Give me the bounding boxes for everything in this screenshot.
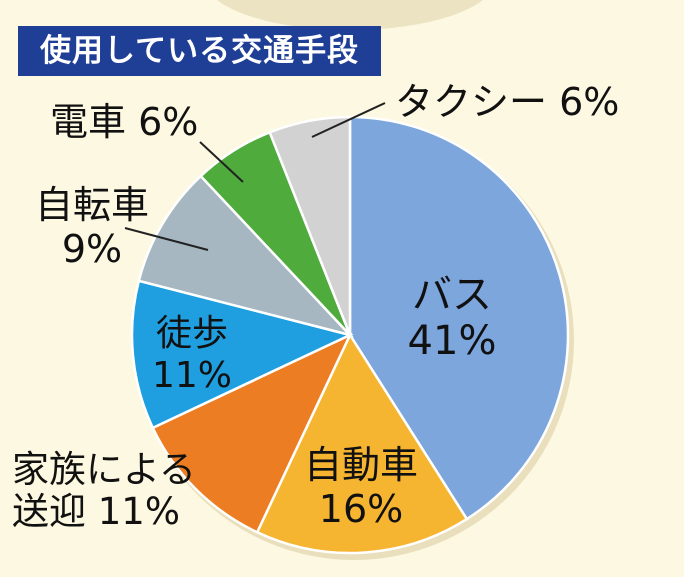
slice-label-6: タクシー 6% bbox=[395, 80, 619, 124]
slice-label-1: 自動車 16% bbox=[304, 443, 418, 531]
leader-line-6 bbox=[311, 102, 386, 138]
pie-slice-3 bbox=[130, 279, 354, 430]
pie-slice-6 bbox=[268, 115, 352, 336]
slice-label-3: 徒歩 11% bbox=[152, 313, 232, 396]
pie-slice-2 bbox=[151, 332, 353, 534]
slice-label-4: 自転車 9% bbox=[35, 183, 149, 271]
slice-label-2: 家族による送迎 11% bbox=[12, 448, 196, 533]
pie-slice-4 bbox=[137, 174, 354, 338]
slice-label-0: バス 41% bbox=[408, 272, 497, 364]
slice-label-5: 電車 6% bbox=[50, 100, 198, 144]
leader-line-4 bbox=[124, 227, 209, 251]
pie-slice-1 bbox=[255, 332, 469, 555]
chart-title: 使用している交通手段 bbox=[18, 26, 382, 76]
leader-line-5 bbox=[199, 141, 244, 183]
